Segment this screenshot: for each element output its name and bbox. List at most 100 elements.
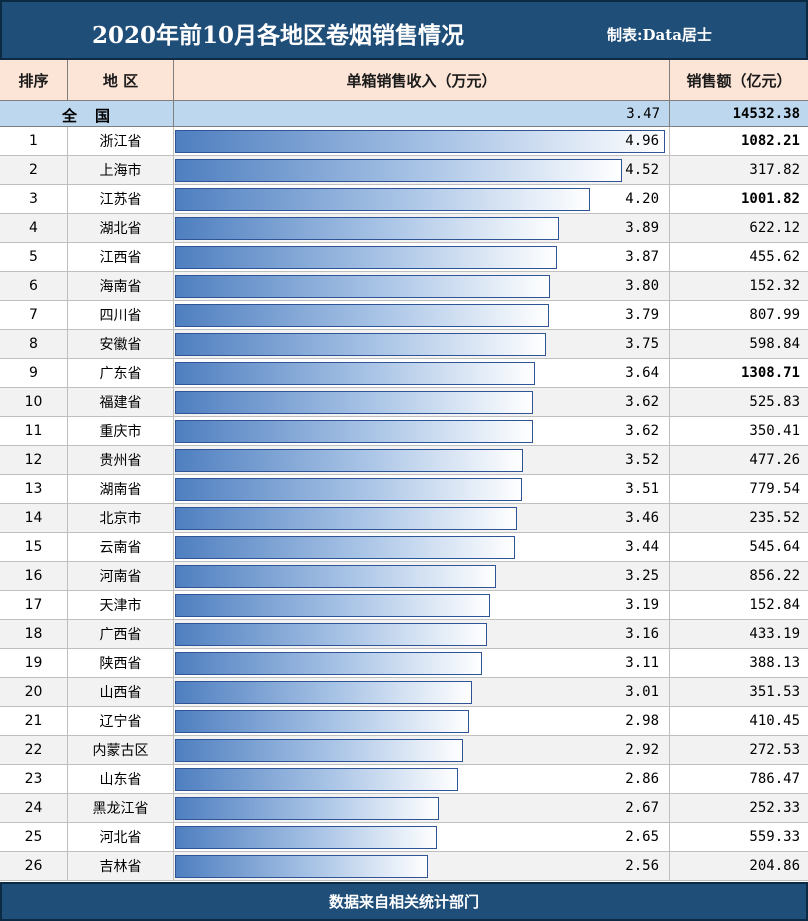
income-value-label: 4.20: [625, 191, 659, 207]
sales-value: 235.52: [749, 510, 800, 526]
rank-cell: 8: [0, 330, 68, 358]
table-row: 21 辽宁省 2.98 410.45: [0, 707, 808, 736]
sales-cell: 477.26: [670, 446, 808, 474]
income-bar: [175, 594, 490, 617]
income-value-label: 3.52: [625, 452, 659, 468]
region-cell: 湖北省: [68, 214, 174, 242]
sales-cell: 152.84: [670, 591, 808, 619]
region-cell: 上海市: [68, 156, 174, 184]
sales-value: 204.86: [749, 858, 800, 874]
rank-cell: 9: [0, 359, 68, 387]
income-value-label: 3.44: [625, 539, 659, 555]
bar-cell: 4.20: [174, 185, 670, 213]
bar-cell: 3.89: [174, 214, 670, 242]
table-row: 14 北京市 3.46 235.52: [0, 504, 808, 533]
sales-value: 272.53: [749, 742, 800, 758]
income-bar: [175, 478, 522, 501]
income-bar: [175, 420, 533, 443]
table-row: 13 湖南省 3.51 779.54: [0, 475, 808, 504]
region-cell: 内蒙古区: [68, 736, 174, 764]
sales-value: 525.83: [749, 394, 800, 410]
income-bar: [175, 797, 439, 820]
national-row: 全国 3.47 14532.38: [0, 101, 808, 127]
income-value-label: 4.96: [625, 133, 659, 149]
column-divider: [669, 101, 670, 127]
column-header-sales: 销售额（亿元）: [670, 60, 808, 101]
sales-cell: 152.32: [670, 272, 808, 300]
table-row: 10 福建省 3.62 525.83: [0, 388, 808, 417]
page-title: 2020年前10月各地区卷烟销售情况: [92, 22, 465, 49]
sales-cell: 317.82: [670, 156, 808, 184]
sales-value: 779.54: [749, 481, 800, 497]
table-row: 20 山西省 3.01 351.53: [0, 678, 808, 707]
sales-value: 559.33: [749, 829, 800, 845]
rank-cell: 23: [0, 765, 68, 793]
income-value-label: 3.62: [625, 423, 659, 439]
income-bar: [175, 652, 482, 675]
table-row: 6 海南省 3.80 152.32: [0, 272, 808, 301]
sales-cell: 856.22: [670, 562, 808, 590]
sales-cell: 455.62: [670, 243, 808, 271]
bar-cell: 4.96: [174, 127, 670, 155]
region-cell: 山西省: [68, 678, 174, 706]
bar-cell: 3.01: [174, 678, 670, 706]
rank-cell: 5: [0, 243, 68, 271]
income-bar: [175, 681, 472, 704]
income-value-label: 2.56: [625, 858, 659, 874]
income-value-label: 3.62: [625, 394, 659, 410]
income-value-label: 3.51: [625, 481, 659, 497]
sales-cell: 388.13: [670, 649, 808, 677]
income-bar: [175, 768, 458, 791]
region-cell: 陕西省: [68, 649, 174, 677]
income-bar: [175, 362, 535, 385]
sales-value: 545.64: [749, 539, 800, 555]
table-row: 7 四川省 3.79 807.99: [0, 301, 808, 330]
sales-cell: 545.64: [670, 533, 808, 561]
rank-cell: 3: [0, 185, 68, 213]
sales-cell: 779.54: [670, 475, 808, 503]
table-row: 18 广西省 3.16 433.19: [0, 620, 808, 649]
rank-cell: 15: [0, 533, 68, 561]
bar-cell: 3.75: [174, 330, 670, 358]
sales-value: 622.12: [749, 220, 800, 236]
table-row: 24 黑龙江省 2.67 252.33: [0, 794, 808, 823]
bar-cell: 3.11: [174, 649, 670, 677]
bar-cell: 4.52: [174, 156, 670, 184]
table-row: 5 江西省 3.87 455.62: [0, 243, 808, 272]
sales-value: 1308.71: [740, 365, 800, 381]
income-value-label: 2.98: [625, 713, 659, 729]
rank-cell: 21: [0, 707, 68, 735]
region-cell: 河南省: [68, 562, 174, 590]
income-value-label: 3.87: [625, 249, 659, 265]
bar-cell: 3.51: [174, 475, 670, 503]
income-bar: [175, 710, 469, 733]
sales-cell: 807.99: [670, 301, 808, 329]
sales-cell: 1082.21: [670, 127, 808, 155]
table-row: 8 安徽省 3.75 598.84: [0, 330, 808, 359]
region-cell: 云南省: [68, 533, 174, 561]
sales-cell: 559.33: [670, 823, 808, 851]
region-cell: 贵州省: [68, 446, 174, 474]
region-cell: 福建省: [68, 388, 174, 416]
sales-cell: 786.47: [670, 765, 808, 793]
column-header-rank: 排序: [0, 60, 68, 101]
region-cell: 吉林省: [68, 852, 174, 880]
income-bar: [175, 304, 549, 327]
column-header-unit-income: 单箱销售收入（万元）: [174, 60, 670, 101]
region-cell: 河北省: [68, 823, 174, 851]
sales-value: 1082.21: [740, 133, 800, 149]
sales-value: 455.62: [749, 249, 800, 265]
rank-cell: 1: [0, 127, 68, 155]
table-row: 22 内蒙古区 2.92 272.53: [0, 736, 808, 765]
table-row: 9 广东省 3.64 1308.71: [0, 359, 808, 388]
sales-value: 388.13: [749, 655, 800, 671]
national-label: 全国: [62, 107, 129, 125]
table-row: 11 重庆市 3.62 350.41: [0, 417, 808, 446]
region-cell: 浙江省: [68, 127, 174, 155]
national-sales: 14532.38: [732, 106, 800, 122]
sales-cell: 410.45: [670, 707, 808, 735]
sales-value: 152.32: [749, 278, 800, 294]
rank-cell: 14: [0, 504, 68, 532]
sales-cell: 272.53: [670, 736, 808, 764]
